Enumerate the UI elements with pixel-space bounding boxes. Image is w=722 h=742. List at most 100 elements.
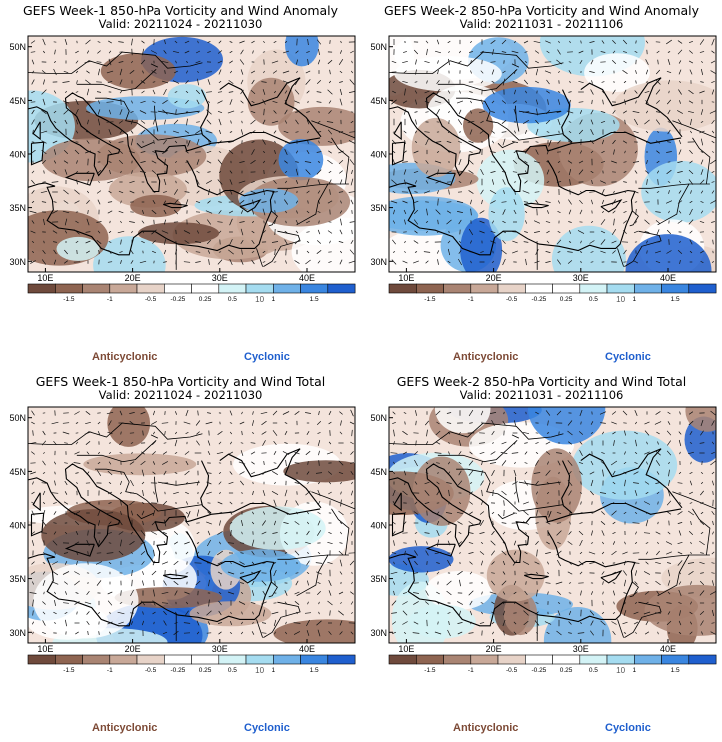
wind-vector [591,99,593,105]
wind-vector [602,601,604,605]
wind-vector [97,181,101,183]
lon-label: 30E [573,273,589,283]
wind-vector [108,40,112,44]
wind-vector [40,190,48,194]
wind-vector [97,41,101,43]
wind-vector [97,520,101,526]
wind-vector [239,471,245,475]
wind-vector [699,90,705,94]
wind-vector [351,70,353,74]
wind-vector [590,421,594,425]
colorbar-swatch [497,654,526,665]
wind-vector [53,522,57,524]
wind-vector [612,590,616,596]
wind-vector [142,580,144,586]
wind-vector [534,260,540,264]
wind-vector [535,68,539,76]
wind-vector [317,581,321,585]
wind-vector [185,491,189,495]
wind-vector [74,149,80,155]
wind-vector [613,120,615,124]
cyclonic-label: Cyclonic [605,351,651,363]
wind-vector [413,621,419,625]
country-border [187,510,191,518]
wind-vector [600,219,606,225]
wind-vector [41,89,47,95]
wind-vector [74,200,80,204]
wind-vector [218,118,222,126]
wind-vector [32,631,34,635]
wind-vector [195,261,201,263]
wind-vector [328,481,332,485]
vorticity-shade [273,619,355,643]
wind-vector [689,160,693,164]
wind-vector [229,179,233,185]
wind-vector [536,491,538,495]
wind-vector [513,150,517,154]
wind-vector [140,151,146,153]
wind-vector [185,199,189,205]
wind-vector [118,120,124,124]
wind-vector [480,99,484,105]
wind-vector [152,150,156,154]
wind-vector [480,560,484,566]
wind-vector [534,561,540,565]
wind-vector [469,511,473,515]
wind-vector [349,462,355,464]
wind-vector [42,601,46,605]
wind-vector [130,130,134,134]
wind-vector [339,411,343,415]
panel-week2-total: GEFS Week-2 850-hPa Vorticity and Wind T… [361,371,722,742]
country-border [672,491,716,510]
country-border [518,481,561,486]
wind-vector [85,150,91,154]
wind-vector [557,610,561,616]
wind-vector [86,611,90,615]
wind-vector [251,521,255,525]
wind-vector [634,570,638,576]
wind-vector [600,239,606,245]
wind-vector [140,600,146,606]
wind-vector [601,571,605,575]
wind-vector [328,261,332,263]
wind-vector [108,58,112,66]
wind-vector [436,89,440,95]
wind-vector [425,611,429,615]
wind-vector [568,91,572,93]
colorbar-swatch [109,654,138,665]
wind-vector [711,181,715,183]
wind-vector [678,149,682,155]
wind-vector [679,571,681,575]
wind-vector [657,59,659,65]
wind-vector [207,171,211,173]
wind-vector [677,161,683,163]
wind-vector [402,80,408,84]
wind-vector [579,119,583,125]
wind-vector [643,532,651,534]
wind-vector [700,190,704,194]
wind-vector [262,520,266,526]
wind-vector [448,230,450,234]
wind-vector [502,220,506,224]
wind-vector [468,532,474,534]
wind-vector [624,99,626,105]
wind-vector [183,230,191,234]
wind-vector [424,490,430,496]
wind-vector [635,100,637,104]
wind-vector [272,191,278,193]
vorticity-shade [107,407,151,447]
wind-vector [458,451,462,455]
wind-vector [393,461,395,465]
wind-vector [700,531,704,535]
colorbar-tick-label: -0.25 [531,667,546,674]
coastline [561,460,573,514]
wind-vector [470,208,472,216]
wind-vector [568,490,572,496]
wind-vector [623,171,627,173]
wind-vector [161,60,169,64]
wind-vector [446,141,452,143]
wind-vector [546,90,550,94]
colorbar-tick-label: 1.5 [310,667,319,674]
wind-vector [599,411,607,415]
wind-vector [119,520,123,526]
